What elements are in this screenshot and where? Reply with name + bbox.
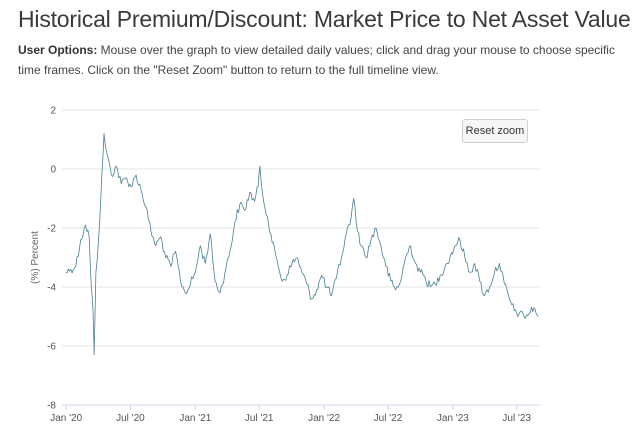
page-title: Historical Premium/Discount: Market Pric…: [18, 6, 631, 32]
x-tick-label: Jan '21: [179, 413, 211, 424]
y-axis-tick-labels: 2 0 -2 -4 -6 -8: [47, 106, 56, 412]
x-tick-label: Jul '23: [502, 413, 531, 424]
user-options-description: Mouse over the graph to view detailed da…: [18, 43, 615, 77]
y-tick-label: -6: [47, 342, 56, 353]
y-tick-label: -4: [47, 283, 56, 294]
series-line-0[interactable]: [65, 133, 539, 356]
x-tick-label: Jul '21: [245, 413, 274, 424]
y-tick-label: -8: [47, 401, 56, 412]
x-tick-label: Jan '23: [437, 413, 469, 424]
user-options-text: User Options: Mouse over the graph to vi…: [18, 40, 632, 80]
y-axis-title: (%) Percent: [30, 231, 41, 284]
x-axis-tick-labels: Jan '20 Jul '20 Jan '21 Jul '21 Jan '22 Jul '…: [50, 404, 540, 424]
user-options-label: User Options:: [18, 43, 98, 57]
premium-discount-chart[interactable]: 20-2-4-6-8 Jan '20 Jul '20 Jan '21 Jul '21 J…: [0, 96, 640, 428]
x-tick-label: Jul '20: [116, 413, 145, 424]
y-tick-label: 0: [50, 165, 56, 176]
y-tick-label: -2: [47, 224, 56, 235]
x-tick-label: Jan '20: [50, 413, 82, 424]
reset-zoom-button[interactable]: Reset zoom: [462, 119, 528, 143]
y-tick-label: 2: [50, 106, 56, 117]
chart-series[interactable]: [65, 133, 539, 356]
x-tick-label: Jul '22: [374, 413, 403, 424]
chart-grid: [62, 109, 540, 406]
x-tick-label: Jan '22: [308, 413, 340, 424]
